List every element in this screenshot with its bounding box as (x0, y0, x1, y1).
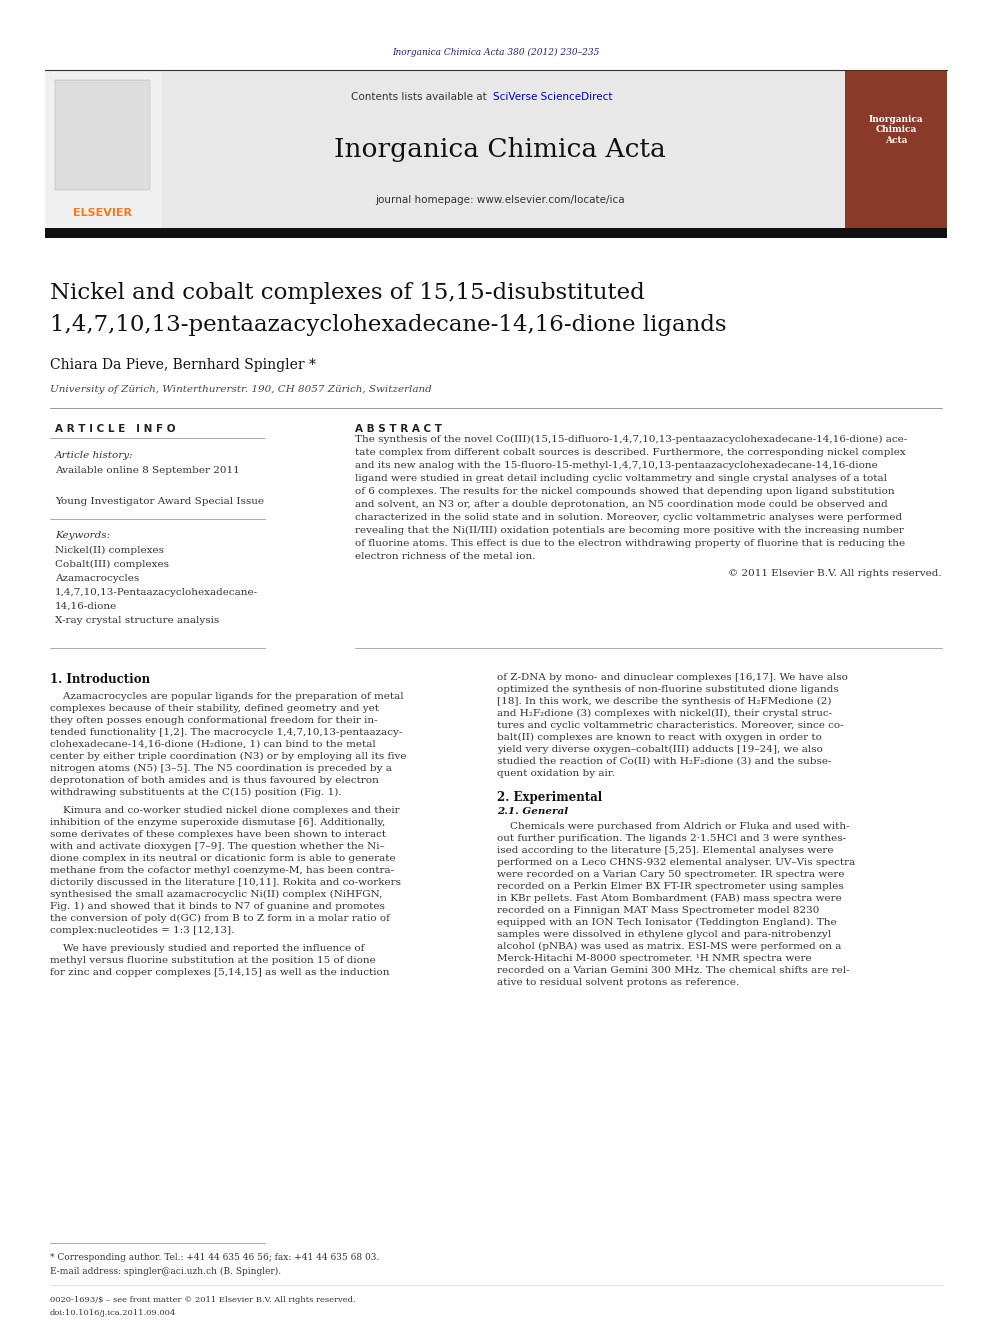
Text: recorded on a Varian Gemini 300 MHz. The chemical shifts are rel-: recorded on a Varian Gemini 300 MHz. The… (497, 966, 849, 975)
Text: [18]. In this work, we describe the synthesis of H₂FMedione (2): [18]. In this work, we describe the synt… (497, 697, 831, 706)
Bar (45, 228, 947, 238)
Text: for zinc and copper complexes [5,14,15] as well as the induction: for zinc and copper complexes [5,14,15] … (50, 968, 390, 976)
Text: and H₂F₂dione (3) complexes with nickel(II), their crystal struc-: and H₂F₂dione (3) complexes with nickel(… (497, 709, 832, 718)
Text: of fluorine atoms. This effect is due to the electron withdrawing property of fl: of fluorine atoms. This effect is due to… (355, 538, 905, 548)
Text: the conversion of poly d(GC) from B to Z form in a molar ratio of: the conversion of poly d(GC) from B to Z… (50, 914, 390, 923)
Text: alcohol (pNBA) was used as matrix. ESI-MS were performed on a: alcohol (pNBA) was used as matrix. ESI-M… (497, 942, 841, 951)
Text: clohexadecane-14,16-dione (H₂dione, 1) can bind to the metal: clohexadecane-14,16-dione (H₂dione, 1) c… (50, 740, 376, 749)
Text: recorded on a Perkin Elmer BX FT-IR spectrometer using samples: recorded on a Perkin Elmer BX FT-IR spec… (497, 882, 844, 890)
Bar (45, 71, 162, 228)
Text: journal homepage: www.elsevier.com/locate/ica: journal homepage: www.elsevier.com/locat… (375, 194, 625, 205)
Text: Inorganica Chimica Acta 380 (2012) 230–235: Inorganica Chimica Acta 380 (2012) 230–2… (392, 48, 600, 57)
Text: performed on a Leco CHNS-932 elemental analyser. UV–Vis spectra: performed on a Leco CHNS-932 elemental a… (497, 859, 855, 867)
Text: 2.1. General: 2.1. General (497, 807, 568, 816)
Text: Cobalt(III) complexes: Cobalt(III) complexes (55, 560, 169, 569)
Text: in KBr pellets. Fast Atom Bombardment (FAB) mass spectra were: in KBr pellets. Fast Atom Bombardment (F… (497, 894, 842, 904)
Text: 1. Introduction: 1. Introduction (50, 673, 150, 687)
Text: complex:nucleotides = 1:3 [12,13].: complex:nucleotides = 1:3 [12,13]. (50, 926, 234, 935)
Text: Inorganica Chimica Acta: Inorganica Chimica Acta (334, 138, 666, 163)
Text: doi:10.1016/j.ica.2011.09.004: doi:10.1016/j.ica.2011.09.004 (50, 1308, 177, 1316)
Text: ative to residual solvent protons as reference.: ative to residual solvent protons as ref… (497, 978, 739, 987)
Text: and its new analog with the 15-fluoro-15-methyl-1,4,7,10,13-pentaazacyclohexadec: and its new analog with the 15-fluoro-15… (355, 460, 878, 470)
Text: quent oxidation by air.: quent oxidation by air. (497, 769, 615, 778)
Text: 14,16-dione: 14,16-dione (55, 602, 117, 611)
Text: optimized the synthesis of non-fluorine substituted dione ligands: optimized the synthesis of non-fluorine … (497, 685, 839, 695)
Text: ised according to the literature [5,25]. Elemental analyses were: ised according to the literature [5,25].… (497, 845, 833, 855)
Text: inhibition of the enzyme superoxide dismutase [6]. Additionally,: inhibition of the enzyme superoxide dism… (50, 818, 385, 827)
Text: Fig. 1) and showed that it binds to N7 of guanine and promotes: Fig. 1) and showed that it binds to N7 o… (50, 902, 385, 912)
Text: 1,4,7,10,13-Pentaazacyclohexadecane-: 1,4,7,10,13-Pentaazacyclohexadecane- (55, 587, 258, 597)
Text: yield very diverse oxygen–cobalt(III) adducts [19–24], we also: yield very diverse oxygen–cobalt(III) ad… (497, 745, 823, 754)
Text: were recorded on a Varian Cary 50 spectrometer. IR spectra were: were recorded on a Varian Cary 50 spectr… (497, 871, 844, 878)
Text: recorded on a Finnigan MAT Mass Spectrometer model 8230: recorded on a Finnigan MAT Mass Spectrom… (497, 906, 819, 916)
Text: Chiara Da Pieve, Bernhard Spingler *: Chiara Da Pieve, Bernhard Spingler * (50, 359, 315, 372)
Text: complexes because of their stability, defined geometry and yet: complexes because of their stability, de… (50, 704, 379, 713)
Text: Chemicals were purchased from Aldrich or Fluka and used with-: Chemicals were purchased from Aldrich or… (497, 822, 849, 831)
Text: electron richness of the metal ion.: electron richness of the metal ion. (355, 552, 536, 561)
Text: deprotonation of both amides and is thus favoured by electron: deprotonation of both amides and is thus… (50, 777, 379, 785)
Text: A R T I C L E   I N F O: A R T I C L E I N F O (55, 423, 176, 434)
Text: X-ray crystal structure analysis: X-ray crystal structure analysis (55, 617, 219, 624)
Text: they often posses enough conformational freedom for their in-: they often posses enough conformational … (50, 716, 378, 725)
Text: Inorganica
Chimica
Acta: Inorganica Chimica Acta (869, 115, 924, 146)
Text: samples were dissolved in ethylene glycol and para-nitrobenzyl: samples were dissolved in ethylene glyco… (497, 930, 831, 939)
Text: dictorily discussed in the literature [10,11]. Rokita and co-workers: dictorily discussed in the literature [1… (50, 878, 401, 886)
Text: Keywords:: Keywords: (55, 531, 110, 540)
Text: We have previously studied and reported the influence of: We have previously studied and reported … (50, 945, 364, 953)
Text: © 2011 Elsevier B.V. All rights reserved.: © 2011 Elsevier B.V. All rights reserved… (728, 569, 942, 578)
Text: tate complex from different cobalt sources is described. Furthermore, the corres: tate complex from different cobalt sourc… (355, 448, 906, 456)
Text: out further purification. The ligands 2·1.5HCl and 3 were synthes-: out further purification. The ligands 2·… (497, 833, 846, 843)
Text: E-mail address: spingler@aci.uzh.ch (B. Spingler).: E-mail address: spingler@aci.uzh.ch (B. … (50, 1267, 281, 1277)
Text: methane from the cofactor methyl coenzyme-M, has been contra-: methane from the cofactor methyl coenzym… (50, 867, 394, 875)
Text: methyl versus fluorine substitution at the position 15 of dione: methyl versus fluorine substitution at t… (50, 957, 376, 964)
Text: Merck-Hitachi M-8000 spectrometer. ¹H NMR spectra were: Merck-Hitachi M-8000 spectrometer. ¹H NM… (497, 954, 811, 963)
Text: 1,4,7,10,13-pentaazacyclohexadecane-14,16-dione ligands: 1,4,7,10,13-pentaazacyclohexadecane-14,1… (50, 314, 726, 336)
Text: Azamacrocycles: Azamacrocycles (55, 574, 139, 583)
Bar (845, 71, 947, 228)
Text: * Corresponding author. Tel.: +41 44 635 46 56; fax: +41 44 635 68 03.: * Corresponding author. Tel.: +41 44 635… (50, 1253, 379, 1262)
Text: center by either triple coordination (N3) or by employing all its five: center by either triple coordination (N3… (50, 751, 407, 761)
Text: A B S T R A C T: A B S T R A C T (355, 423, 442, 434)
Text: SciVerse ScienceDirect: SciVerse ScienceDirect (493, 93, 612, 102)
Text: Young Investigator Award Special Issue: Young Investigator Award Special Issue (55, 497, 264, 505)
Text: with and activate dioxygen [7–9]. The question whether the Ni–: with and activate dioxygen [7–9]. The qu… (50, 841, 385, 851)
Text: Nickel and cobalt complexes of 15,15-disubstituted: Nickel and cobalt complexes of 15,15-dis… (50, 282, 645, 304)
Text: tures and cyclic voltammetric characteristics. Moreover, since co-: tures and cyclic voltammetric characteri… (497, 721, 843, 730)
Text: withdrawing substituents at the C(15) position (Fig. 1).: withdrawing substituents at the C(15) po… (50, 789, 341, 798)
Text: 0020-1693/$ – see front matter © 2011 Elsevier B.V. All rights reserved.: 0020-1693/$ – see front matter © 2011 El… (50, 1297, 355, 1304)
Text: tended functionality [1,2]. The macrocycle 1,4,7,10,13-pentaazacy-: tended functionality [1,2]. The macrocyc… (50, 728, 403, 737)
Text: University of Zürich, Winterthurerstr. 190, CH 8057 Zürich, Switzerland: University of Zürich, Winterthurerstr. 1… (50, 385, 432, 394)
Text: ELSEVIER: ELSEVIER (73, 208, 133, 218)
Text: dione complex in its neutral or dicationic form is able to generate: dione complex in its neutral or dication… (50, 855, 396, 863)
Text: and solvent, an N3 or, after a double deprotonation, an N5 coordination mode cou: and solvent, an N3 or, after a double de… (355, 500, 888, 509)
Text: equipped with an ION Tech Ionisator (Teddington England). The: equipped with an ION Tech Ionisator (Ted… (497, 918, 836, 927)
Text: Article history:: Article history: (55, 451, 134, 460)
Text: synthesised the small azamacrocyclic Ni(II) complex (NiHFGN,: synthesised the small azamacrocyclic Ni(… (50, 890, 382, 900)
Text: studied the reaction of Co(II) with H₂F₂dione (3) and the subse-: studied the reaction of Co(II) with H₂F₂… (497, 757, 831, 766)
Text: of 6 complexes. The results for the nickel compounds showed that depending upon : of 6 complexes. The results for the nick… (355, 487, 895, 496)
Text: Kimura and co-worker studied nickel dione complexes and their: Kimura and co-worker studied nickel dion… (50, 806, 400, 815)
Text: of Z-DNA by mono- and dinuclear complexes [16,17]. We have also: of Z-DNA by mono- and dinuclear complexe… (497, 673, 848, 681)
Text: nitrogen atoms (N5) [3–5]. The N5 coordination is preceded by a: nitrogen atoms (N5) [3–5]. The N5 coordi… (50, 763, 392, 773)
Text: Azamacrocycles are popular ligands for the preparation of metal: Azamacrocycles are popular ligands for t… (50, 692, 404, 701)
Text: revealing that the Ni(II/III) oxidation potentials are becoming more positive wi: revealing that the Ni(II/III) oxidation … (355, 527, 904, 534)
Text: some derivates of these complexes have been shown to interact: some derivates of these complexes have b… (50, 830, 386, 839)
Bar (55, 79, 150, 191)
Text: balt(II) complexes are known to react with oxygen in order to: balt(II) complexes are known to react wi… (497, 733, 822, 742)
Text: ligand were studied in great detail including cyclic voltammetry and single crys: ligand were studied in great detail incl… (355, 474, 887, 483)
Text: Available online 8 September 2011: Available online 8 September 2011 (55, 466, 240, 475)
Text: characterized in the solid state and in solution. Moreover, cyclic voltammetric : characterized in the solid state and in … (355, 513, 902, 523)
Text: The synthesis of the novel Co(III)(15,15-difluoro-1,4,7,10,13-pentaazacyclohexad: The synthesis of the novel Co(III)(15,15… (355, 435, 908, 445)
Text: Contents lists available at: Contents lists available at (351, 93, 490, 102)
Text: Nickel(II) complexes: Nickel(II) complexes (55, 546, 164, 556)
Bar (45, 71, 947, 228)
Text: 2. Experimental: 2. Experimental (497, 791, 602, 804)
